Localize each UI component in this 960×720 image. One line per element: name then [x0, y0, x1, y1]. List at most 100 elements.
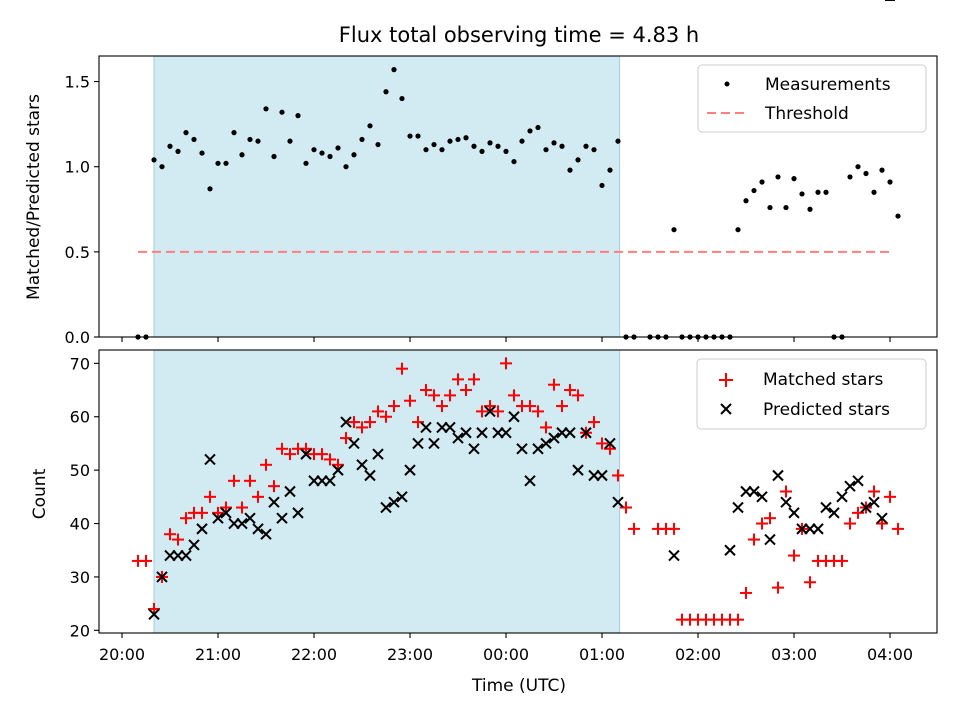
measurement-point	[183, 130, 189, 136]
matched-star-point	[420, 384, 432, 397]
y-tick-label: 1.0	[65, 158, 90, 177]
measurement-point	[887, 179, 893, 185]
predicted-star-point	[852, 475, 864, 487]
x-tick-label: 20:00	[99, 645, 145, 664]
measurement-point	[383, 89, 389, 95]
matched-star-point	[444, 389, 456, 402]
top-panel-ylabel: Matched/Predicted stars	[24, 94, 44, 300]
measurement-point	[431, 141, 437, 148]
matched-star-point	[588, 416, 600, 429]
measurement-point	[895, 213, 901, 219]
predicted-star-point	[428, 437, 440, 450]
predicted-star-point	[596, 469, 608, 482]
measurement-point	[151, 157, 157, 163]
chart-title: Flux total observing time = 4.83 h	[339, 23, 699, 47]
matched-star-point	[452, 373, 464, 386]
y-tick-label: 60	[70, 408, 90, 427]
predicted-star-point	[180, 549, 192, 562]
predicted-star-point	[196, 523, 208, 535]
measurement-point	[487, 140, 493, 146]
measurement-point	[223, 160, 229, 166]
matched-star-point	[556, 400, 568, 413]
bottom-panel: 20 30 40 50 60 70 20:00 21:00 22:00 23:00 00:00 01…	[30, 0, 938, 696]
predicted-star-point	[276, 512, 288, 524]
measurement-point	[551, 140, 557, 146]
predicted-star-point	[724, 544, 736, 556]
matched-star-point	[892, 522, 904, 535]
matched-star-point	[244, 474, 256, 487]
predicted-star-point	[748, 485, 760, 498]
measurement-point	[775, 174, 781, 180]
measurement-point	[335, 145, 341, 151]
measurement-point	[455, 136, 461, 143]
matched-star-point	[428, 389, 440, 402]
y-tick-label: 20	[70, 621, 90, 640]
matched-star-point	[284, 448, 296, 461]
measurement-point	[735, 227, 741, 233]
predicted-star-point	[820, 501, 832, 514]
measurement-point	[255, 138, 261, 144]
measurement-point	[519, 138, 525, 144]
matched-star-point	[252, 490, 264, 503]
measurement-point	[863, 170, 869, 177]
matched-star-point	[460, 384, 472, 397]
top-panel-frame	[98, 55, 938, 338]
predicted-star-point	[412, 437, 424, 450]
predicted-star-point	[844, 480, 856, 492]
measurement-point	[159, 164, 165, 170]
matched-star-point	[380, 410, 392, 423]
predicted-star-point	[244, 512, 256, 524]
matched-star-point	[404, 394, 416, 407]
measurement-point	[303, 160, 309, 166]
predicted-star-point	[156, 571, 168, 583]
measurement-point	[759, 179, 765, 185]
legend-label-matched: Matched stars	[763, 370, 883, 390]
predicted-star-point	[252, 523, 264, 535]
measurement-point	[311, 147, 317, 153]
x-tick-label: 22:00	[291, 645, 337, 664]
matched-star-point	[228, 474, 240, 487]
predicted-star-point	[828, 507, 840, 519]
matched-star-point	[324, 453, 336, 466]
matched-star-point	[180, 512, 192, 525]
measurement-point	[879, 167, 885, 173]
x-tick-label: 03:00	[771, 645, 817, 664]
legend-marker-matched	[719, 373, 733, 387]
predicted-star-point	[364, 469, 376, 482]
measurement-point	[343, 164, 349, 170]
predicted-star-point	[860, 501, 872, 514]
matched-star-point	[260, 458, 272, 471]
predicted-star-point	[284, 485, 296, 498]
measurement-point	[815, 189, 821, 195]
predicted-star-point	[260, 528, 272, 540]
matched-star-point	[476, 405, 488, 418]
matched-star-point	[884, 490, 896, 503]
predicted-star-point	[764, 533, 776, 546]
predicted-star-point	[548, 432, 560, 444]
matched-star-point	[868, 485, 880, 498]
matched-star-point	[500, 357, 512, 370]
matched-star-point	[540, 421, 552, 434]
matched-star-point	[140, 554, 152, 567]
predicted-star-point	[572, 464, 584, 476]
predicted-star-point	[340, 416, 352, 428]
measurement-point	[751, 187, 757, 194]
predicted-star-point	[780, 496, 792, 508]
matched-star-point	[372, 405, 384, 418]
matched-star-point	[316, 448, 328, 461]
measurement-point	[175, 148, 181, 154]
measurement-point	[503, 148, 509, 154]
top-panel-shaded-interval	[153, 55, 621, 338]
matched-star-point	[388, 400, 400, 413]
matched-star-point	[596, 437, 608, 450]
y-tick-label: 30	[70, 568, 90, 587]
measurement-point	[671, 227, 677, 233]
bottom-panel-y-axis: 20 30 40 50 60 70	[70, 354, 99, 640]
measurement-point	[407, 133, 413, 139]
x-tick-label: 04:00	[867, 645, 913, 664]
predicted-star-point	[484, 405, 496, 418]
y-tick-label: 40	[70, 515, 90, 534]
predicted-star-point	[836, 491, 848, 503]
top-panel-legend: Measurements Threshold	[697, 64, 927, 133]
measurement-point	[439, 147, 445, 153]
